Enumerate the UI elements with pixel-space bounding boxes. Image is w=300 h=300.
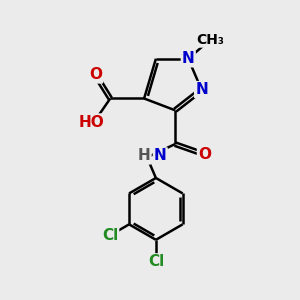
Text: HO: HO	[78, 115, 104, 130]
Text: Cl: Cl	[148, 254, 164, 269]
Text: O: O	[198, 147, 211, 162]
Text: Cl: Cl	[102, 228, 118, 243]
Text: O: O	[89, 68, 102, 82]
Text: N: N	[182, 51, 195, 66]
Text: N: N	[154, 148, 167, 164]
Text: H: H	[138, 148, 151, 164]
Text: N: N	[195, 82, 208, 97]
Text: CH₃: CH₃	[196, 33, 224, 46]
